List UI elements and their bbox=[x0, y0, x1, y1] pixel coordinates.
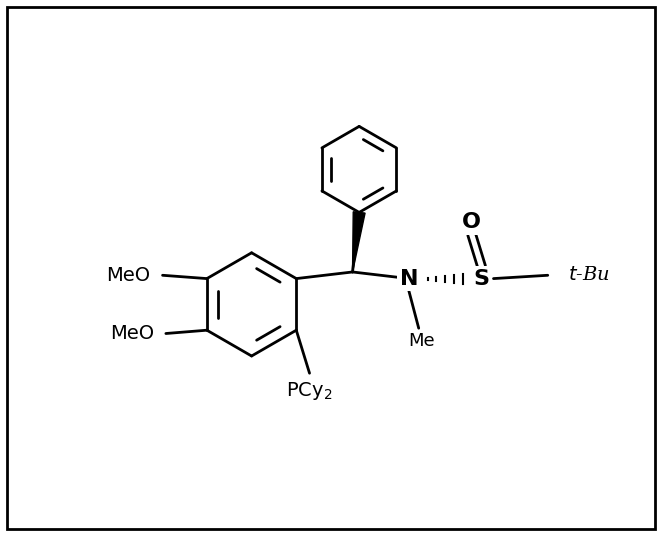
Text: MeO: MeO bbox=[110, 324, 154, 343]
Text: S: S bbox=[473, 269, 490, 288]
Text: $t$-Bu: $t$-Bu bbox=[567, 266, 609, 284]
Text: O: O bbox=[462, 212, 481, 232]
Text: MeO: MeO bbox=[107, 266, 151, 285]
Text: N: N bbox=[400, 269, 418, 288]
Polygon shape bbox=[353, 212, 365, 272]
Text: Me: Me bbox=[408, 332, 436, 349]
Text: PCy$_2$: PCy$_2$ bbox=[287, 380, 333, 402]
